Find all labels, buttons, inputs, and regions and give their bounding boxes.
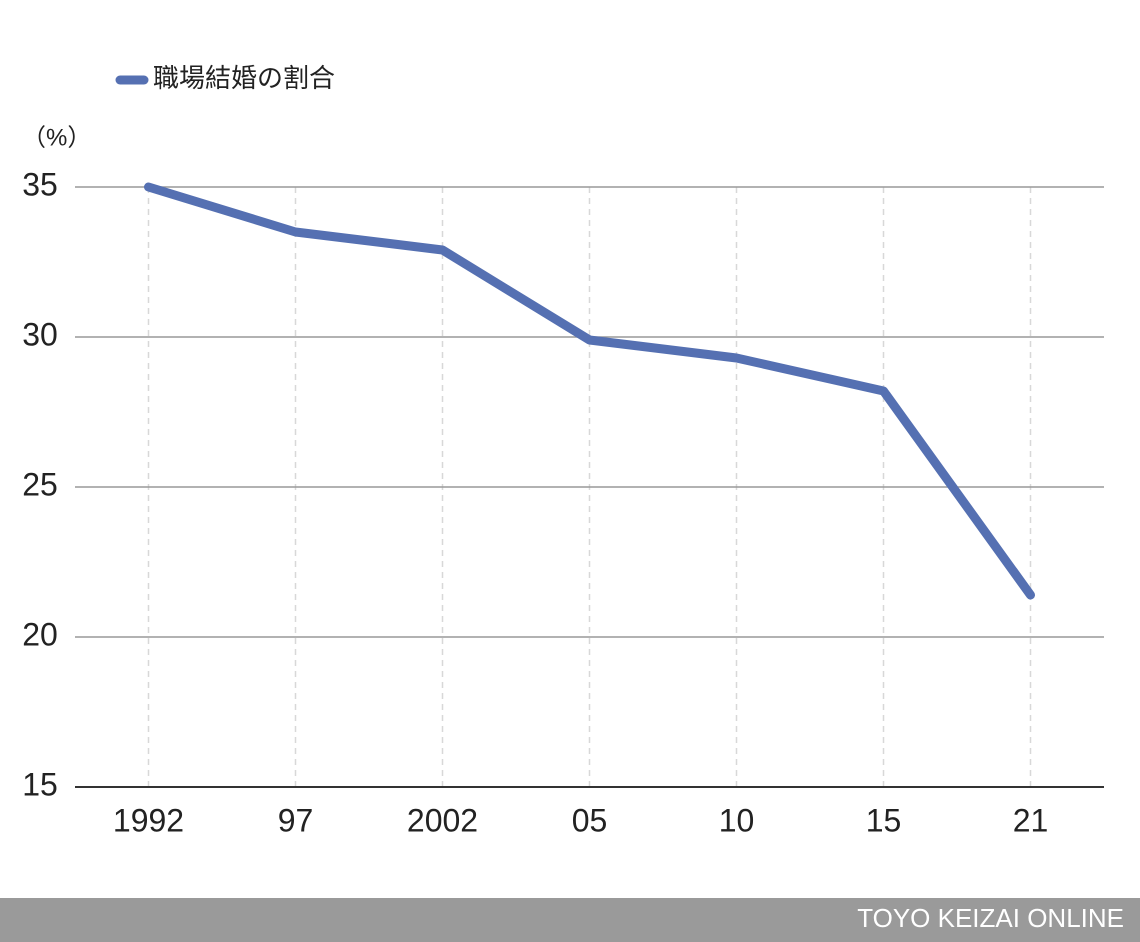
footer-band bbox=[0, 898, 1140, 942]
x-tick-label: 15 bbox=[866, 802, 902, 838]
y-tick-label: 30 bbox=[22, 316, 58, 352]
y-tick-label: 35 bbox=[22, 166, 58, 202]
x-tick-label: 10 bbox=[719, 802, 755, 838]
legend-label: 職場結婚の割合 bbox=[153, 63, 335, 93]
x-tick-label: 2002 bbox=[407, 802, 478, 838]
y-tick-label: 20 bbox=[22, 616, 58, 652]
data-line bbox=[144, 182, 1035, 600]
y-tick-label: 15 bbox=[22, 766, 58, 802]
y-tick-label: 25 bbox=[22, 466, 58, 502]
y-unit: （%） bbox=[22, 124, 91, 151]
x-tick-label: 97 bbox=[278, 802, 314, 838]
x-tick-label: 05 bbox=[572, 802, 608, 838]
x-tick-label: 1992 bbox=[113, 802, 184, 838]
x-tick-label: 21 bbox=[1013, 802, 1049, 838]
footer-text: TOYO KEIZAI ONLINE bbox=[857, 903, 1124, 933]
